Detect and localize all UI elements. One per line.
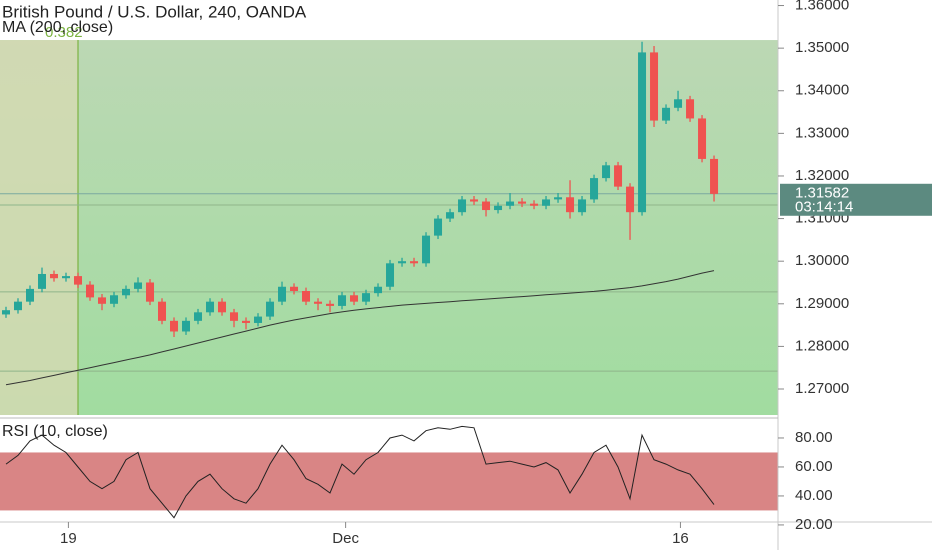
candle-body — [158, 301, 167, 321]
rsi-band — [0, 452, 778, 511]
candle-body — [638, 52, 647, 213]
y-tick-label: 1.27000 — [795, 380, 849, 397]
candle-body — [530, 203, 539, 206]
candle-body — [374, 286, 383, 294]
candle-body — [50, 273, 59, 279]
rsi-line — [5, 425, 715, 519]
rsi-tick-label: 80.00 — [795, 429, 833, 446]
candle-body — [362, 293, 371, 302]
rsi-tick-label: 40.00 — [795, 487, 833, 504]
x-tick-label: Dec — [332, 530, 359, 547]
candle-body — [110, 295, 119, 304]
candle-body — [482, 201, 491, 211]
candle-body — [278, 286, 287, 302]
x-tick-label: 16 — [672, 530, 689, 547]
candle-body — [98, 297, 107, 304]
candle-body — [698, 118, 707, 159]
candle-body — [422, 235, 431, 264]
countdown-label: 03:14:14 — [795, 199, 853, 216]
indicator-label: MA (200, close) — [2, 19, 113, 36]
candle-body — [26, 288, 35, 302]
candle-body — [206, 301, 215, 313]
candle-body — [674, 99, 683, 108]
candle-body — [290, 286, 299, 292]
candle-body — [686, 99, 695, 119]
candle-body — [266, 301, 275, 317]
candle-body — [590, 178, 599, 200]
candle-body — [86, 284, 95, 298]
y-tick-label: 1.33000 — [795, 124, 849, 141]
candle-body — [518, 201, 527, 204]
y-tick-label: 1.29000 — [795, 295, 849, 312]
candle-body — [14, 301, 23, 311]
candle-body — [242, 320, 251, 323]
candle-body — [446, 212, 455, 219]
candle-body — [458, 199, 467, 213]
candle-body — [302, 291, 311, 302]
chart-title: British Pound / U.S. Dollar, 240, OANDA — [2, 2, 307, 21]
candle-body — [2, 310, 11, 315]
candle-body — [506, 201, 515, 206]
y-tick-label: 1.35000 — [795, 39, 849, 56]
candle-body — [326, 303, 335, 306]
candle-body — [350, 295, 359, 302]
y-tick-label: 1.36000 — [795, 0, 849, 14]
y-tick-label: 1.30000 — [795, 252, 849, 269]
candle-body — [710, 158, 719, 194]
candle-body — [122, 288, 131, 296]
fib-zone — [0, 40, 778, 416]
candle-body — [410, 261, 419, 264]
candle-body — [386, 263, 395, 287]
candle-body — [38, 273, 47, 289]
last-price-label: 1.31582 — [795, 185, 849, 202]
rsi-tick-label: 20.00 — [795, 516, 833, 533]
ma-line — [5, 270, 715, 386]
candle-body — [398, 261, 407, 264]
candle-body — [254, 316, 263, 323]
fib-label: 0.382 — [45, 24, 83, 41]
candle-body — [566, 197, 575, 213]
candle-body — [170, 320, 179, 332]
candle-body — [314, 301, 323, 304]
fib-zone-left — [0, 40, 79, 416]
candle-body — [62, 276, 71, 279]
candle-body — [182, 320, 191, 332]
candle-body — [542, 199, 551, 206]
candle-body — [146, 282, 155, 302]
candle-body — [470, 199, 479, 202]
candle-body — [626, 186, 635, 213]
rsi-label: RSI (10, close) — [2, 423, 108, 440]
candle-body — [614, 165, 623, 187]
y-tick-label: 1.28000 — [795, 337, 849, 354]
candle-body — [230, 312, 239, 321]
candle-body — [338, 295, 347, 306]
candle-body — [194, 312, 203, 321]
candle-body — [650, 52, 659, 121]
candle-body — [662, 107, 671, 121]
candle-body — [578, 199, 587, 213]
last-price-box — [780, 183, 932, 216]
rsi-tick-label: 60.00 — [795, 458, 833, 475]
candle-body — [602, 165, 611, 179]
x-tick-label: 19 — [60, 530, 77, 547]
candle-body — [554, 197, 563, 200]
candle-body — [134, 282, 143, 289]
y-tick-label: 1.34000 — [795, 82, 849, 99]
candle-body — [434, 218, 443, 236]
candle-body — [218, 301, 227, 313]
candle-body — [494, 205, 503, 211]
candle-body — [74, 276, 83, 285]
y-tick-label: 1.32000 — [795, 167, 849, 184]
